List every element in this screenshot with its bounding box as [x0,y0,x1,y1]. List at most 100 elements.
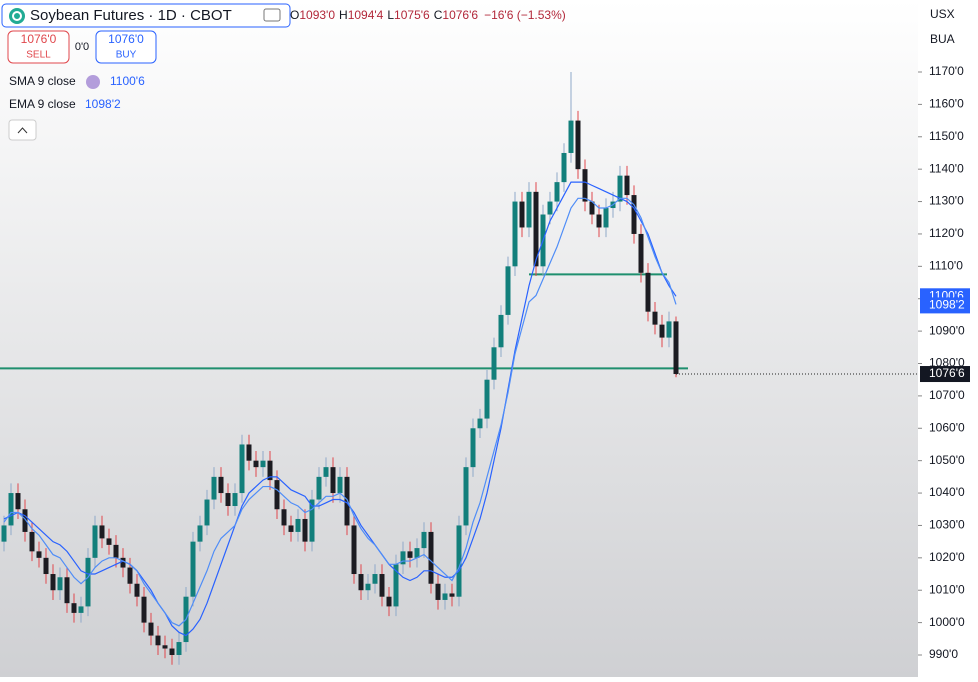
candle-body [624,175,630,196]
logo [9,8,25,24]
y-tick-label: 1040'0 [929,485,965,499]
candle-body [22,509,28,532]
indicator-name: SMA 9 close [9,74,76,88]
price-axis [918,0,978,677]
candle-body [505,266,511,315]
candle-body [351,525,357,575]
candle-body [239,444,245,494]
ohlc-value: 1094'4 [348,8,384,22]
candle-body [204,499,210,526]
collapse-button[interactable] [8,119,37,141]
logo-mark [12,11,22,21]
change: −16'6 (−1.53%) [484,8,566,22]
ohlc: O 1093'0 H 1094'4 L 1075'6 C 1076'6 −16'6 (−1.53… [290,8,566,22]
candle-body [470,428,476,468]
candle-body [1,525,7,542]
candle-body [92,525,98,558]
spread: 0'0 [75,41,89,53]
buy-button[interactable] [95,30,157,64]
indicator-icon[interactable] [86,75,100,89]
candle-body [463,467,469,526]
indicator-name: EMA 9 close [9,97,76,111]
y-tick-label: 1050'0 [929,453,965,467]
candle-body [309,499,315,542]
candle-body [8,493,14,526]
y-tick-label: 1170'0 [929,64,964,78]
candle-body [400,551,406,565]
candle-body [596,214,602,228]
candle-body [225,493,231,507]
plot [0,72,918,665]
candle-body [386,596,392,607]
candle-body [365,583,371,591]
candle-body [71,603,77,613]
candle-body [57,577,63,591]
candle-body [267,460,273,481]
candle-body [176,642,182,655]
candle-body [498,314,504,348]
candle-body [554,182,560,202]
currency-button[interactable] [922,4,966,26]
symbol-box[interactable] [1,3,291,28]
candle-body [197,525,203,542]
candle-body [43,557,49,575]
candle-body [631,195,637,234]
candle-body [547,201,553,215]
axis: 1170'0 1160'0 1150'0 1140'0 1130'0 1120'0 1110… [918,64,970,661]
candle-body [64,577,70,604]
candle-body [127,567,133,584]
sell-button[interactable] [7,30,70,64]
indicator-value: 1098'2 [85,97,121,111]
y-tick-label: 1130'0 [929,194,964,208]
candle-body [288,525,294,532]
candle-body [372,574,378,584]
eye-icon[interactable] [263,8,281,22]
candle-body [15,493,21,510]
y-tick-label: 990'0 [929,647,958,661]
candle-body [456,525,462,597]
candle-body [435,583,441,600]
candle-body [141,596,147,623]
candle-body [246,444,252,461]
candle-body [638,233,644,273]
y-tick-label: 1070'0 [929,388,965,402]
collapse-icon [17,127,28,134]
unit: BUA [930,32,955,46]
candle-body [582,169,588,202]
y-tick-label: 1010'0 [929,582,965,596]
candle-body [106,538,112,545]
candle-body [260,460,266,468]
candle-body [232,493,238,507]
candle-body [589,201,595,215]
candle-body [428,531,434,584]
candle-body [666,321,672,338]
candle-body [477,418,483,429]
candle-body [50,574,56,591]
candle-body [421,531,427,549]
candle-body [169,648,175,655]
indicator-tag [920,297,970,314]
indicator-value: 1100'6 [110,74,145,88]
candle-body [512,201,518,267]
candle-body [134,583,140,597]
buy-price: 1076'0 [108,32,144,46]
ohlc-key: L [387,8,394,22]
candle-body [673,321,679,375]
candle-body [659,324,665,338]
ohlc-value: 1075'6 [394,8,430,22]
candle-body [617,175,623,202]
candle-body [316,476,322,500]
candle-body [519,201,525,228]
symbol: Soybean Futures · 1D · CBOT [30,7,232,24]
last-price-label: 1076'6 [929,366,965,380]
sell-price: 1076'0 [21,32,57,46]
y-tick-label: 1020'0 [929,550,965,564]
sell-label: SELL [26,50,51,61]
y-tick-label: 1000'0 [929,615,965,629]
y-tick-label: 1090'0 [929,323,965,337]
candle-body [330,467,336,494]
y-tick-label: 1060'0 [929,420,965,434]
candle-body [281,509,287,526]
candle-body [337,476,343,494]
